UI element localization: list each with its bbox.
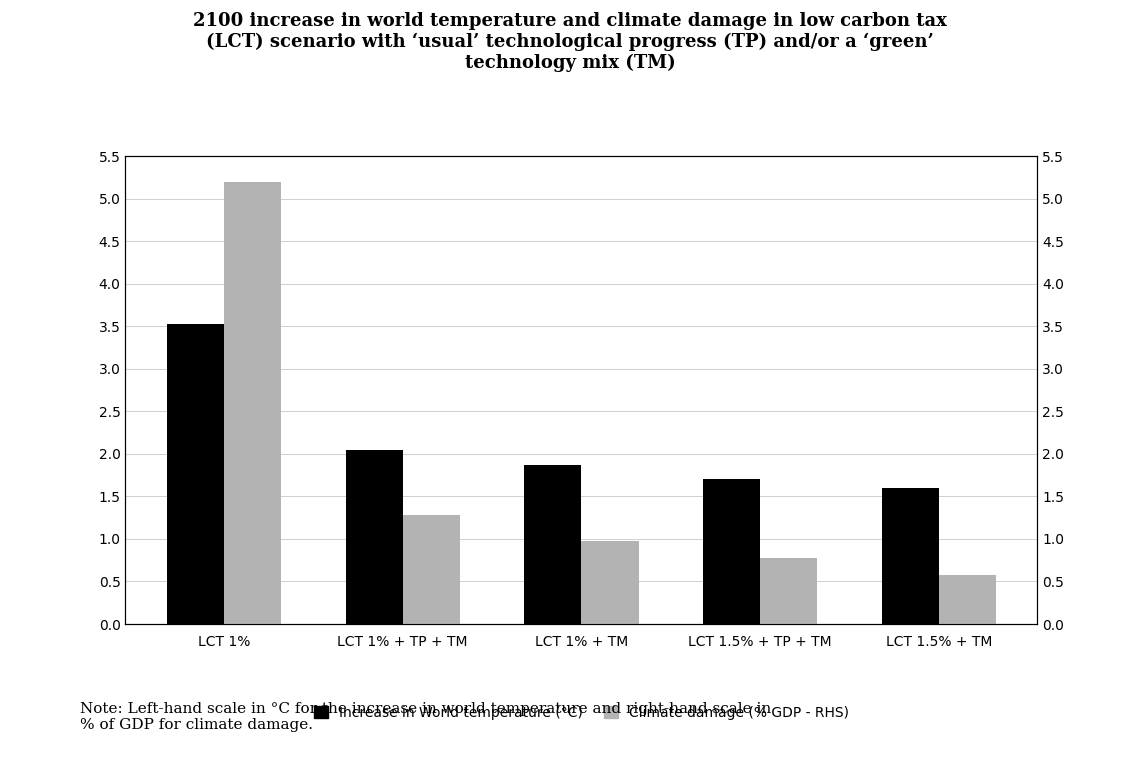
Legend: Increase in World temperature (°C), Climate damage (% GDP - RHS): Increase in World temperature (°C), Clim… <box>314 706 849 720</box>
Bar <box>881 488 938 624</box>
Bar <box>938 575 996 624</box>
Bar <box>760 558 817 624</box>
Text: 2100 increase in world temperature and climate damage in low carbon tax
(LCT) sc: 2100 increase in world temperature and c… <box>193 12 947 72</box>
Bar <box>524 465 581 624</box>
Bar <box>581 541 638 624</box>
Bar <box>703 480 760 624</box>
Bar <box>225 182 282 624</box>
Text: Note: Left-hand scale in °C for the increase in world temperature and right-hand: Note: Left-hand scale in °C for the incr… <box>80 702 771 732</box>
Bar <box>166 324 225 624</box>
Bar <box>345 449 402 624</box>
Bar <box>402 515 459 624</box>
